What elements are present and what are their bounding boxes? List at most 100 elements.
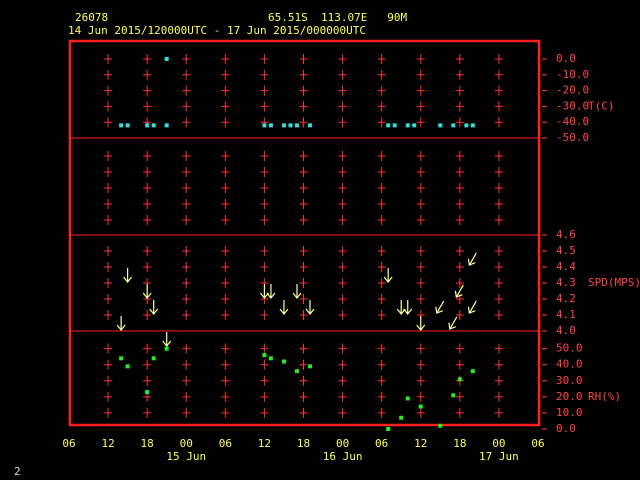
grid-cross [299, 69, 308, 80]
station-id: 26078 [75, 11, 108, 24]
grid-cross [377, 85, 386, 96]
grid-cross [494, 101, 503, 112]
wind-arrow [403, 300, 413, 315]
grid-cross [338, 183, 347, 193]
grid-cross [260, 101, 269, 112]
y-tick-label: 10.0 [556, 406, 583, 419]
data-point [262, 353, 267, 358]
grid-cross [299, 310, 308, 320]
grid-cross [338, 151, 347, 161]
grid-cross [260, 85, 269, 96]
wind-arrow [416, 316, 426, 331]
grid-cross [299, 407, 308, 418]
grid-cross [182, 294, 191, 304]
data-point [457, 377, 462, 382]
grid-cross [260, 359, 269, 370]
data-point [145, 123, 150, 128]
grid-cross [260, 53, 269, 64]
grid-cross [338, 407, 347, 418]
grid-cross [338, 117, 347, 128]
grid-cross [416, 69, 425, 80]
grid-cross [221, 359, 230, 370]
grid-cross [338, 375, 347, 386]
wind-arrow [467, 252, 477, 266]
grid-cross [338, 391, 347, 402]
grid-cross [299, 85, 308, 96]
y-tick-label: 0.0 [556, 422, 576, 435]
grid-cross [104, 310, 113, 320]
grid-cross [104, 53, 113, 64]
data-point [451, 393, 456, 398]
grid-cross [338, 310, 347, 320]
x-tick-label: 00 [336, 437, 349, 450]
data-point [268, 356, 273, 361]
x-tick-label: 18 [141, 437, 154, 450]
station-location: 65.51S 113.07E 90M [268, 11, 407, 24]
x-tick-label: 06 [531, 437, 544, 450]
grid-cross [299, 359, 308, 370]
y-tick-label: 4.0 [556, 324, 576, 337]
grid-cross [377, 167, 386, 177]
grid-cross [221, 215, 230, 225]
wind-arrow [454, 284, 464, 298]
grid-cross [221, 69, 230, 80]
grid-cross [416, 407, 425, 418]
grid-cross [338, 343, 347, 354]
grid-cross [104, 407, 113, 418]
y-tick-label: 50.0 [556, 342, 583, 355]
panel-label: T(C) [588, 99, 615, 112]
grid-cross [494, 262, 503, 272]
grid-cross [377, 151, 386, 161]
grid-cross [416, 262, 425, 272]
x-tick-label: 12 [414, 437, 427, 450]
x-tick-label: 12 [101, 437, 114, 450]
grid-cross [299, 343, 308, 354]
grid-cross [494, 246, 503, 256]
grid-cross [416, 246, 425, 256]
wind-arrow [266, 284, 276, 299]
grid-cross [182, 278, 191, 288]
grid-cross [221, 310, 230, 320]
grid-cross [455, 53, 464, 64]
grid-cross [338, 69, 347, 80]
x-tick-label: 18 [453, 437, 466, 450]
grid-cross [416, 85, 425, 96]
grid-cross [182, 101, 191, 112]
grid-cross [104, 359, 113, 370]
grid-cross [221, 117, 230, 128]
y-tick-label: 4.5 [556, 244, 576, 257]
wind-arrow [279, 300, 289, 315]
grid-cross [182, 167, 191, 177]
grid-cross [182, 183, 191, 193]
data-point [145, 390, 150, 395]
grid-cross [338, 199, 347, 209]
grid-cross [182, 215, 191, 225]
wind-arrow [162, 332, 172, 347]
date-label: 15 Jun [166, 450, 206, 463]
data-point [281, 359, 286, 364]
grid-cross [221, 199, 230, 209]
y-tick-label: 30.0 [556, 374, 583, 387]
data-point [399, 415, 404, 420]
grid-cross [494, 69, 503, 80]
grid-cross [455, 359, 464, 370]
data-point [164, 123, 169, 128]
grid-cross [299, 101, 308, 112]
wind-arrow [123, 268, 133, 283]
grid-cross [143, 343, 152, 354]
grid-cross [260, 375, 269, 386]
data-point [262, 123, 267, 128]
grid-cross [338, 167, 347, 177]
grid-cross [494, 407, 503, 418]
grid-cross [416, 183, 425, 193]
grid-cross [143, 183, 152, 193]
grid-cross [494, 359, 503, 370]
grid-cross [182, 69, 191, 80]
grid-cross [182, 262, 191, 272]
data-point [151, 356, 156, 361]
grid-cross [299, 215, 308, 225]
grid-cross [143, 310, 152, 320]
grid-cross [377, 407, 386, 418]
grid-cross [143, 262, 152, 272]
data-point [451, 123, 456, 128]
